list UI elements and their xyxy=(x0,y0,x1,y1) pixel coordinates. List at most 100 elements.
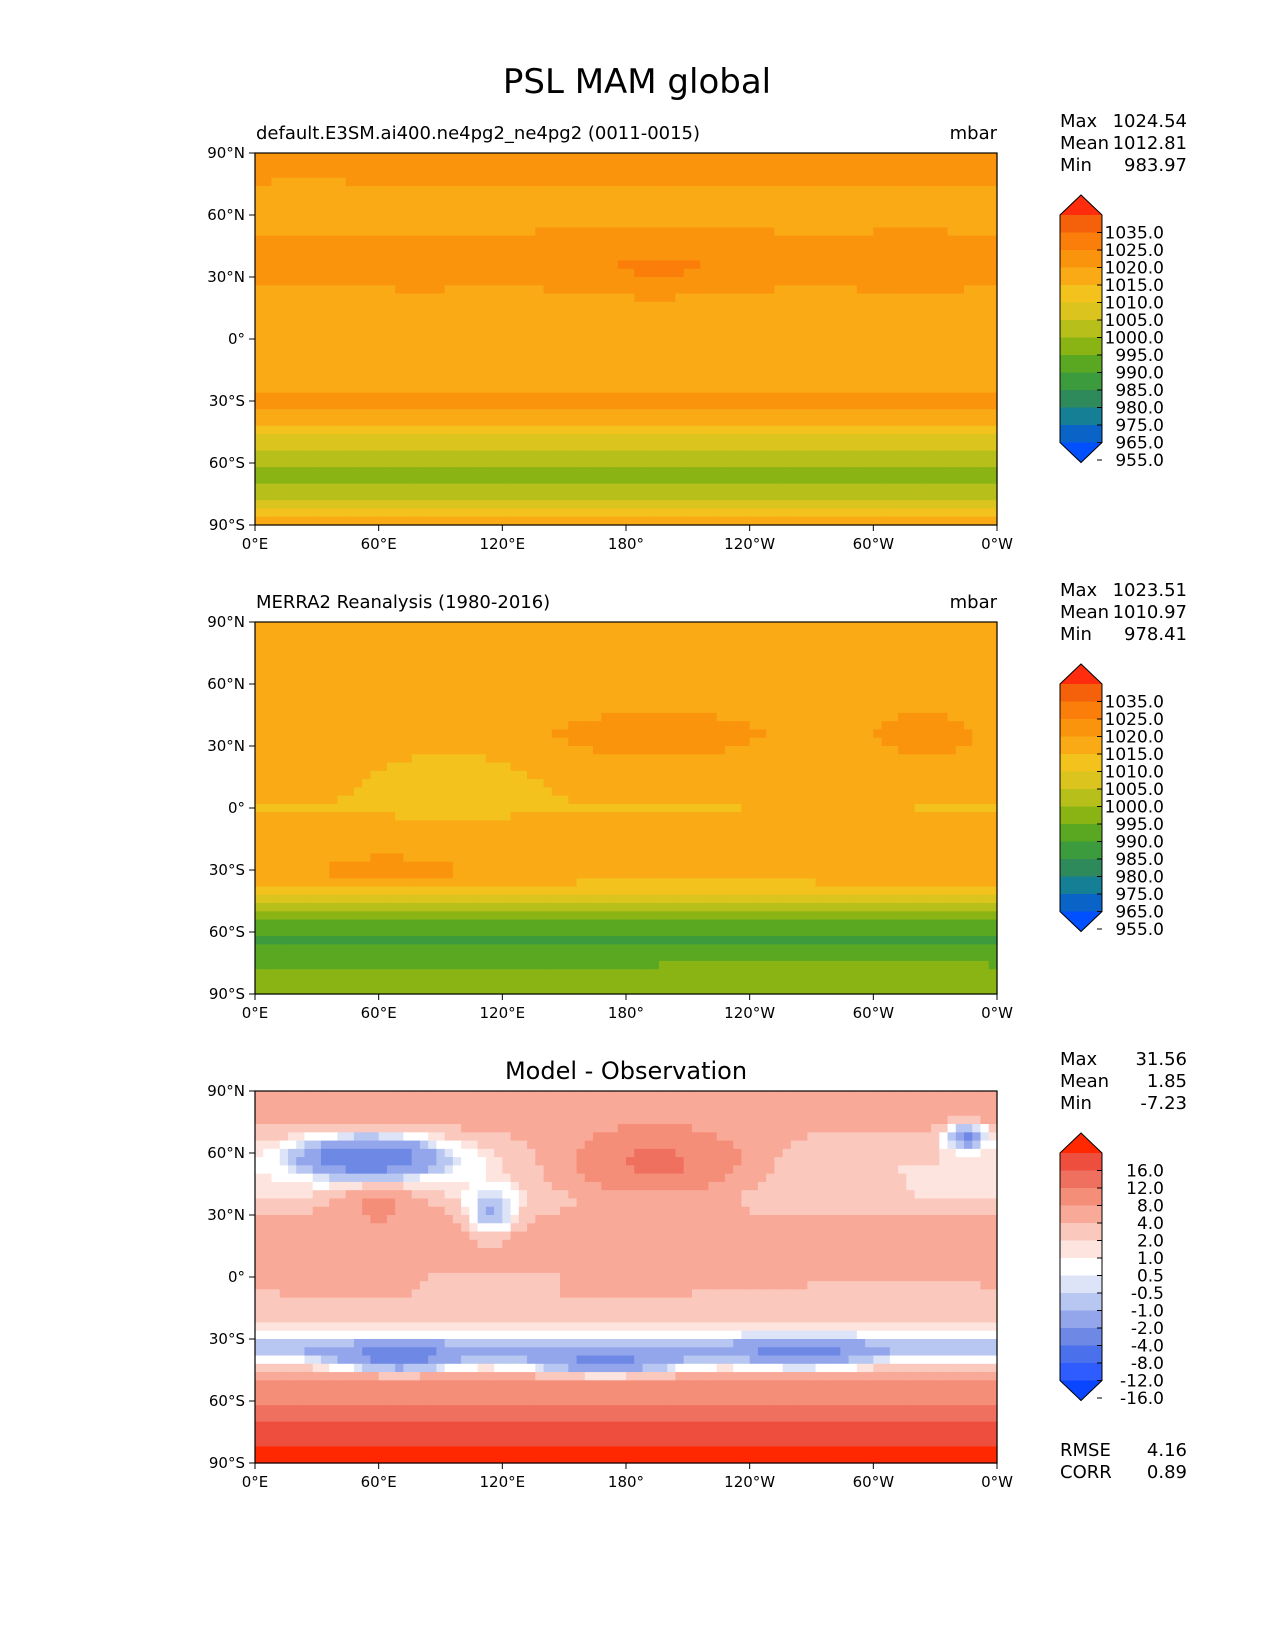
field-cell xyxy=(832,491,841,501)
field-cell xyxy=(683,425,693,435)
field-cell xyxy=(658,277,668,286)
field-cell xyxy=(898,516,907,526)
field-cell xyxy=(708,161,718,171)
field-cell xyxy=(931,153,940,162)
field-cell xyxy=(914,516,924,526)
field-cell xyxy=(733,351,743,361)
field-cell xyxy=(691,442,701,452)
field-cell xyxy=(856,409,866,419)
field-cell xyxy=(626,630,635,640)
field-cell xyxy=(980,688,990,697)
field-cell xyxy=(271,343,281,352)
field-cell xyxy=(617,367,627,377)
field-cell xyxy=(502,227,512,237)
field-cell xyxy=(626,401,635,410)
field-cell xyxy=(840,161,850,171)
field-cell xyxy=(906,475,916,485)
field-cell xyxy=(790,434,800,443)
field-cell xyxy=(345,169,355,179)
field-cell xyxy=(807,491,817,501)
field-cell xyxy=(502,318,512,328)
field-cell xyxy=(551,516,561,526)
field-cell xyxy=(527,293,536,303)
field-cell xyxy=(988,219,998,228)
field-cell xyxy=(584,243,594,253)
field-cell xyxy=(543,384,553,394)
field-cell xyxy=(889,425,899,435)
field-cell xyxy=(271,483,281,493)
field-cell xyxy=(856,219,866,228)
field-cell xyxy=(601,671,611,681)
field-cell xyxy=(691,219,701,228)
field-cell xyxy=(428,252,437,262)
field-cell xyxy=(304,392,314,402)
field-cell xyxy=(914,169,924,179)
field-cell xyxy=(931,376,940,386)
field-cell xyxy=(774,161,784,171)
field-cell xyxy=(799,376,808,386)
field-cell xyxy=(675,318,685,328)
field-cell xyxy=(634,194,644,204)
field-cell xyxy=(576,663,586,673)
field-cell xyxy=(510,475,520,485)
field-cell xyxy=(263,343,273,352)
field-cell xyxy=(287,646,297,656)
field-cell xyxy=(617,153,627,162)
field-cell xyxy=(922,169,932,179)
field-cell xyxy=(955,252,965,262)
field-cell xyxy=(898,169,907,179)
field-cell xyxy=(906,210,916,220)
field-cell xyxy=(255,508,264,518)
field-cell xyxy=(939,161,949,171)
field-cell xyxy=(452,622,462,631)
field-cell xyxy=(650,679,660,689)
field-cell xyxy=(658,210,668,220)
field-cell xyxy=(535,260,545,270)
field-cell xyxy=(502,310,512,319)
field-cell xyxy=(881,169,891,179)
field-cell xyxy=(922,401,932,410)
field-cell xyxy=(419,417,429,427)
field-cell xyxy=(881,646,891,656)
field-cell xyxy=(667,442,677,452)
field-cell xyxy=(939,359,949,369)
field-cell xyxy=(667,376,677,386)
field-cell xyxy=(609,285,619,295)
field-cell xyxy=(774,622,784,631)
field-cell xyxy=(634,326,644,336)
field-cell xyxy=(873,500,883,510)
field-cell xyxy=(395,516,404,526)
field-cell xyxy=(601,326,611,336)
field-cell xyxy=(972,252,982,262)
field-cell xyxy=(782,219,792,228)
field-cell xyxy=(345,326,355,336)
field-cell xyxy=(790,202,800,212)
field-cell xyxy=(881,392,891,402)
field-cell xyxy=(320,622,330,631)
field-cell xyxy=(444,630,454,640)
field-cell xyxy=(345,310,355,319)
field-cell xyxy=(494,252,503,262)
field-cell xyxy=(873,252,883,262)
field-cell xyxy=(485,376,495,386)
field-cell xyxy=(362,483,372,493)
field-cell xyxy=(691,508,701,518)
field-cell xyxy=(255,177,264,187)
field-cell xyxy=(535,227,545,237)
field-cell xyxy=(329,367,339,377)
field-cell xyxy=(477,252,487,262)
field-cell xyxy=(790,219,800,228)
field-cell xyxy=(436,442,446,452)
field-cell xyxy=(386,268,396,278)
field-cell xyxy=(931,277,940,286)
field-cell xyxy=(815,252,825,262)
field-cell xyxy=(873,622,883,631)
y-tick-label: 0° xyxy=(228,330,245,348)
field-cell xyxy=(436,679,446,689)
field-cell xyxy=(873,334,883,344)
field-cell xyxy=(881,260,891,270)
field-cell xyxy=(667,392,677,402)
field-cell xyxy=(263,177,273,187)
field-cell xyxy=(527,417,536,427)
field-cell xyxy=(873,409,883,419)
